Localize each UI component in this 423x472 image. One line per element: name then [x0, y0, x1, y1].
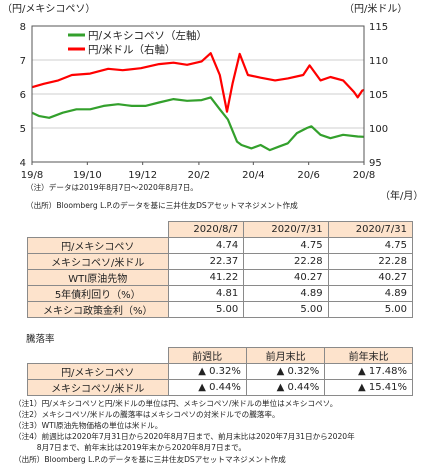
cell-value: ▲ 0.44% — [167, 379, 247, 396]
cell-value: 4.89 — [243, 285, 329, 302]
cell-value: 40.27 — [327, 269, 414, 286]
x-axis-tick-label: 19/12 — [128, 170, 157, 181]
table-header-date: 2020/7/31 — [243, 221, 329, 238]
fx-line-chart: （円/メキシコペソ） （円/米ドル） 4 5 6 7 8 95 100 105 110 115 19… — [2, 2, 423, 202]
footnote-1: （注1）円/メキシコペソと円/米ドルの単位は円、メキシコペソ/米ドルの単位はメキ… — [14, 399, 338, 408]
cell-value: 4.81 — [167, 285, 245, 302]
footnote-source: （出所）Bloomberg L.P.のデータを基に三井住友DSアセットマネジメン… — [14, 455, 286, 464]
table-row: 円/メキシコペソ 4.74 4.75 4.75 — [27, 237, 414, 254]
row-label: メキシコ政策金利（%） — [27, 301, 169, 318]
chart-legend: 円/メキシコペソ（左軸） 円/米ドル（右軸） — [68, 29, 207, 56]
cell-value: ▲ 0.32% — [167, 363, 247, 380]
footnote-2: （注2）メキシコペソ/米ドルの騰落率はメキシコペソの対米ドルでの騰落率。 — [14, 410, 280, 419]
x-axis-tick-label: 20/8 — [353, 170, 375, 181]
table-row: メキシコ政策金利（%） 5.00 5.00 5.00 — [27, 301, 414, 318]
left-axis-tick-label: 5 — [20, 124, 26, 135]
cell-value: ▲ 0.32% — [245, 363, 326, 380]
cell-value: 40.27 — [243, 269, 329, 286]
market-data-table: 2020/8/7 2020/7/31 2020/7/31 円/メキシコペソ 4.… — [27, 221, 414, 318]
cell-value: 22.28 — [243, 253, 329, 270]
cell-value: ▲ 0.44% — [245, 379, 326, 396]
table-corner-cell — [27, 347, 169, 364]
cell-value: 41.22 — [167, 269, 245, 286]
right-axis-tick-label: 105 — [369, 90, 388, 101]
right-axis-tick-label: 110 — [369, 56, 388, 67]
table-row: メキシコペソ/米ドル 22.37 22.28 22.28 — [27, 253, 414, 270]
cell-value: 5.00 — [243, 301, 329, 318]
right-axis-tick-label: 115 — [369, 22, 388, 33]
series-line-jpy-usd — [31, 52, 365, 113]
table-row: 円/メキシコペソ ▲ 0.32% ▲ 0.32% ▲ 17.48% — [27, 363, 413, 380]
table-corner-cell — [27, 221, 169, 238]
chart-lines — [31, 52, 365, 152]
row-label: 円/メキシコペソ — [27, 237, 169, 254]
cell-value: 4.75 — [327, 237, 414, 254]
plot-frame — [31, 25, 365, 163]
row-label: メキシコペソ/米ドル — [27, 253, 169, 270]
table-row: メキシコペソ/米ドル ▲ 0.44% ▲ 0.44% ▲ 15.41% — [27, 379, 413, 396]
chart-note-data-period: （注）データは2019年8月7日～2020年8月7日。 — [26, 183, 198, 192]
change-rate-title: 騰落率 — [26, 334, 55, 345]
row-label: WTI原油先物 — [27, 269, 169, 286]
cell-value: 22.28 — [327, 253, 414, 270]
cell-value: 22.37 — [167, 253, 245, 270]
cell-value: 4.75 — [243, 237, 329, 254]
x-axis-tick-label: 19/8 — [21, 170, 43, 181]
table-row: 5年債利回り（%） 4.81 4.89 4.89 — [27, 285, 414, 302]
chart-ticks: 4 5 6 7 8 95 100 105 110 115 19/8 19/10 19/12 20/2 20/… — [20, 22, 388, 181]
right-axis-tick-label: 95 — [369, 158, 382, 169]
left-axis-tick-label: 6 — [20, 90, 26, 101]
footnote-4-cont: 8月7日まで、前年末比は2019年末から2020年8月7日まで。 — [14, 443, 247, 452]
right-axis-tick-label: 100 — [369, 124, 388, 135]
x-axis-unit: （年/月） — [380, 189, 423, 202]
series-line-jpy-mxn — [31, 96, 365, 152]
x-axis-tick-label: 20/4 — [242, 170, 264, 181]
cell-value: ▲ 15.41% — [324, 379, 413, 396]
table-header-row: 2020/8/7 2020/7/31 2020/7/31 — [27, 221, 414, 238]
x-axis-tick-label: 20/6 — [297, 170, 319, 181]
table-header-date: 2020/7/31 — [327, 221, 414, 238]
row-label: メキシコペソ/米ドル — [27, 379, 169, 396]
cell-value: 5.00 — [327, 301, 414, 318]
x-axis-tick-label: 20/2 — [188, 170, 210, 181]
left-axis-tick-label: 4 — [20, 158, 26, 169]
footnote-4: （注4）前週比は2020年7月31日から2020年8月7日まで、前月末比は202… — [14, 432, 355, 441]
right-axis-label: （円/米ドル） — [344, 2, 407, 15]
table-header-period: 前年末比 — [324, 347, 413, 364]
chart-note-source: （出所）Bloomberg L.P.のデータを基に三井住友DSアセットマネジメン… — [26, 201, 298, 210]
cell-value: ▲ 17.48% — [324, 363, 413, 380]
x-axis-tick-label: 19/10 — [73, 170, 102, 181]
left-axis-label: （円/メキシコペソ） — [2, 3, 95, 15]
left-axis-tick-label: 7 — [20, 56, 26, 67]
table-header-row: 前週比 前月末比 前年末比 — [27, 347, 413, 364]
change-rate-table: 前週比 前月末比 前年末比 円/メキシコペソ ▲ 0.32% ▲ 0.32% ▲… — [27, 347, 413, 396]
left-axis-tick-label: 8 — [20, 22, 26, 33]
cell-value: 4.89 — [327, 285, 414, 302]
cell-value: 5.00 — [167, 301, 245, 318]
legend-label-mxn: 円/メキシコペソ（左軸） — [88, 29, 207, 42]
footnote-3: （注3）WTI原油先物価格の単位は米ドル。 — [14, 421, 163, 430]
cell-value: 4.74 — [167, 237, 245, 254]
table-header-date: 2020/8/7 — [167, 221, 245, 238]
legend-label-usd: 円/米ドル（右軸） — [88, 43, 176, 56]
table-header-period: 前週比 — [167, 347, 247, 364]
table-row: WTI原油先物 41.22 40.27 40.27 — [27, 269, 414, 286]
table-header-period: 前月末比 — [245, 347, 326, 364]
row-label: 円/メキシコペソ — [27, 363, 169, 380]
row-label: 5年債利回り（%） — [27, 285, 169, 302]
